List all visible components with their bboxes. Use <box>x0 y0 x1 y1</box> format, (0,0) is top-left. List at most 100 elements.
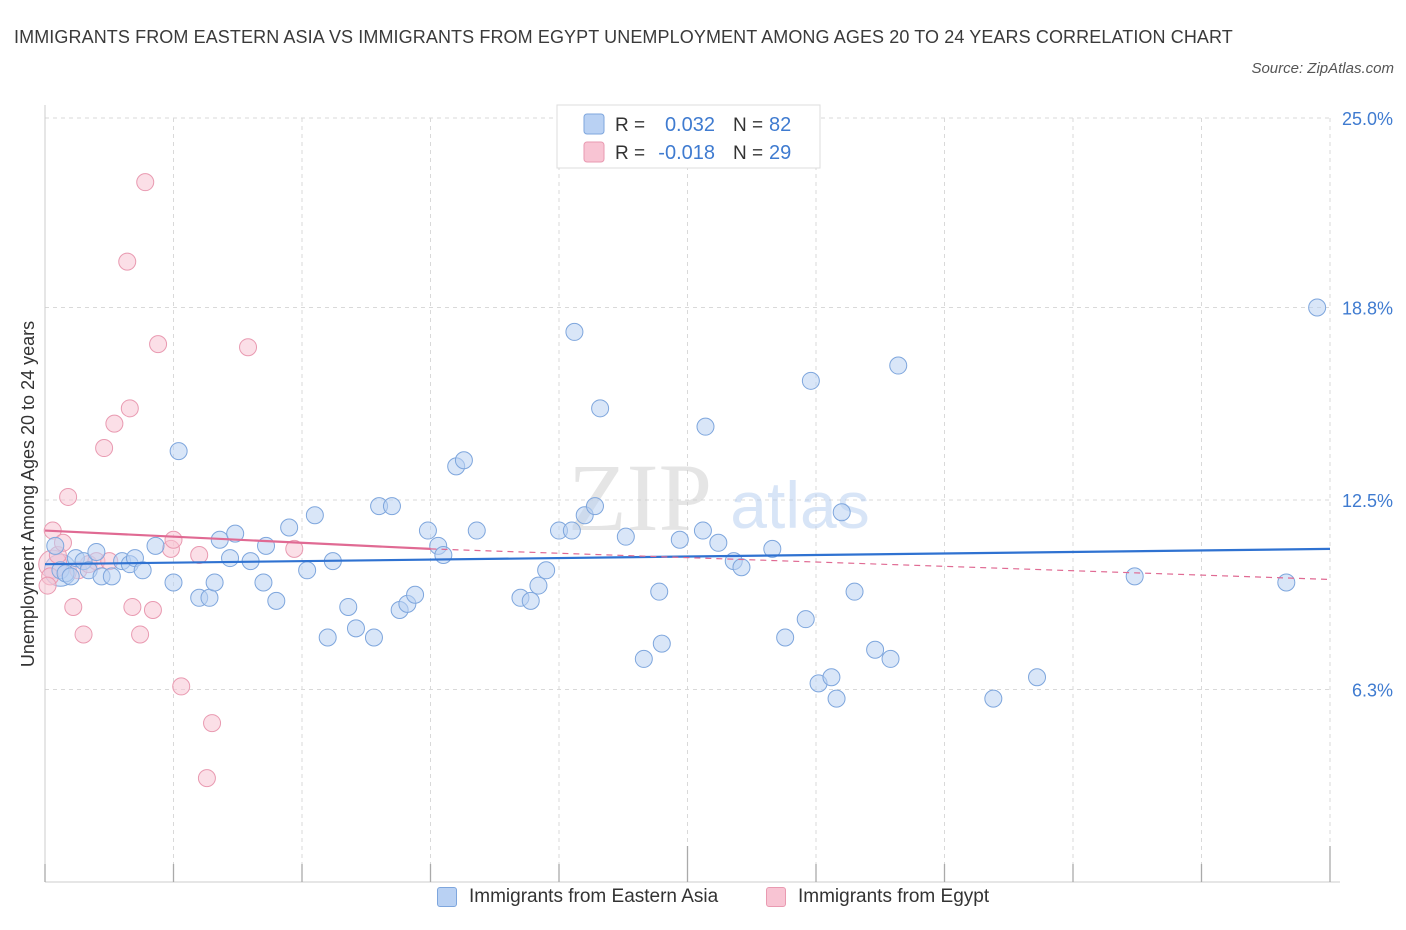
point-eastern-asia <box>339 597 358 616</box>
point-eastern-asia <box>267 591 286 610</box>
trend-line-eastern-asia <box>44 547 1331 566</box>
scatter-chart: ZIP atlas 6.3%12.5%18.8%25.0%0.0%50.0% U… <box>18 104 1393 883</box>
point-eastern-asia <box>709 533 728 552</box>
point-eastern-asia <box>866 640 885 659</box>
point-eastern-asia <box>984 689 1003 708</box>
point-eastern-asia <box>529 576 548 595</box>
point-eastern-asia <box>670 530 689 549</box>
legend-n-value-pink: 29 <box>769 142 791 164</box>
point-egypt <box>143 601 162 620</box>
point-eastern-asia <box>418 521 437 540</box>
point-eastern-asia <box>467 521 486 540</box>
legend-bottom: Immigrants from Eastern Asia Immigrants … <box>0 886 1406 920</box>
point-egypt <box>190 546 209 565</box>
point-eastern-asia <box>305 506 324 525</box>
y-tick-label: 25.0% <box>1342 109 1393 129</box>
point-eastern-asia <box>364 628 383 647</box>
point-eastern-asia <box>832 503 851 522</box>
point-egypt <box>123 597 142 616</box>
point-eastern-asia <box>454 451 473 470</box>
legend-r-value-blue: 0.032 <box>665 114 715 136</box>
legend-n-label-pink: N = <box>733 143 763 164</box>
chart-title: IMMIGRANTS FROM EASTERN ASIA VS IMMIGRAN… <box>14 27 1233 47</box>
point-eastern-asia <box>521 591 540 610</box>
point-egypt <box>285 539 304 558</box>
point-eastern-asia <box>801 371 820 390</box>
point-eastern-asia <box>845 582 864 601</box>
trend-lines <box>44 529 1331 581</box>
point-eastern-asia <box>146 536 165 555</box>
point-eastern-asia <box>280 518 299 537</box>
point-egypt <box>118 252 137 271</box>
point-eastern-asia <box>406 585 425 604</box>
legend-item-eastern-asia: Immigrants from Eastern Asia <box>437 886 718 908</box>
point-egypt <box>64 597 83 616</box>
legend-r-label-blue: R = <box>615 115 645 136</box>
y-tick-label: 6.3% <box>1352 680 1393 700</box>
point-eastern-asia <box>133 561 152 580</box>
point-eastern-asia <box>226 524 245 543</box>
legend-label-eastern-asia: Immigrants from Eastern Asia <box>469 886 719 907</box>
y-tick-label: 12.5% <box>1342 491 1393 511</box>
trend-line-egypt <box>44 529 431 550</box>
point-eastern-asia <box>318 628 337 647</box>
point-eastern-asia <box>254 573 273 592</box>
point-egypt <box>105 414 124 433</box>
point-eastern-asia <box>652 634 671 653</box>
point-egypt <box>164 530 183 549</box>
point-eastern-asia <box>776 628 795 647</box>
point-eastern-asia <box>732 558 751 577</box>
point-egypt <box>136 173 155 192</box>
point-egypt <box>59 487 78 506</box>
legend-swatch-pink <box>583 141 605 163</box>
legend-n-value-blue: 82 <box>769 114 791 136</box>
point-eastern-asia <box>562 521 581 540</box>
point-eastern-asia <box>1277 573 1296 592</box>
y-tick-label: 18.8% <box>1342 298 1393 318</box>
point-eastern-asia <box>827 689 846 708</box>
point-egypt <box>149 335 168 354</box>
watermark-zip: ZIP <box>568 444 712 551</box>
point-eastern-asia <box>881 649 900 668</box>
point-eastern-asia <box>591 399 610 418</box>
point-eastern-asia <box>169 442 188 461</box>
point-eastern-asia <box>796 610 815 629</box>
point-eastern-asia <box>634 649 653 668</box>
legend-label-egypt: Immigrants from Egypt <box>798 886 990 907</box>
legend-item-egypt: Immigrants from Egypt <box>766 886 989 908</box>
y-axis-label: Unemployment Among Ages 20 to 24 years <box>18 321 38 667</box>
point-egypt <box>120 399 139 418</box>
legend-r-value-pink: -0.018 <box>658 142 715 164</box>
point-egypt <box>74 625 93 644</box>
point-eastern-asia <box>822 668 841 687</box>
point-eastern-asia <box>537 561 556 580</box>
point-eastern-asia <box>221 549 240 568</box>
point-egypt <box>95 439 114 458</box>
point-eastern-asia <box>46 536 65 555</box>
trend-line-egypt-extension <box>430 548 1331 581</box>
legend-top: R = 0.032 N = 82 R = -0.018 N = 29 <box>556 104 821 169</box>
point-eastern-asia <box>889 356 908 375</box>
point-eastern-asia <box>298 561 317 580</box>
legend-r-label-pink: R = <box>615 143 645 164</box>
point-egypt <box>197 769 216 788</box>
legend-n-label-blue: N = <box>733 115 763 136</box>
point-eastern-asia <box>200 588 219 607</box>
source-label: Source: ZipAtlas.com <box>1251 60 1394 77</box>
axes <box>44 105 1340 883</box>
point-eastern-asia <box>696 417 715 436</box>
point-egypt <box>172 677 191 696</box>
legend-swatch-egypt <box>766 887 786 907</box>
point-eastern-asia <box>87 542 106 561</box>
point-eastern-asia <box>1028 668 1047 687</box>
point-eastern-asia <box>1125 567 1144 586</box>
point-egypt <box>203 714 222 733</box>
point-eastern-asia <box>346 619 365 638</box>
watermark-atlas: atlas <box>730 468 869 542</box>
point-eastern-asia <box>693 521 712 540</box>
point-eastern-asia <box>164 573 183 592</box>
point-eastern-asia <box>382 497 401 516</box>
legend-swatch-eastern-asia <box>437 887 457 907</box>
point-eastern-asia <box>565 322 584 341</box>
point-eastern-asia <box>61 567 80 586</box>
